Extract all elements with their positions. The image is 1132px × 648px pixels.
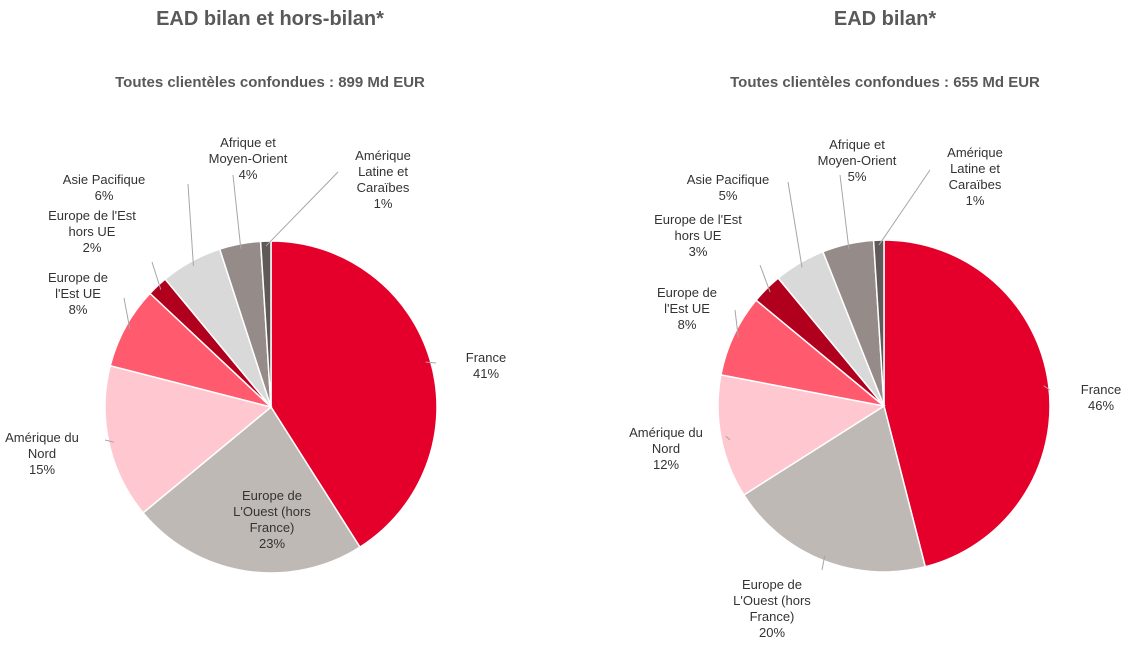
slice-category: Asie Pacifique [62, 172, 146, 187]
chart-title: EAD bilan* [834, 8, 936, 31]
slice-category: Europe de l'Est UE [657, 285, 717, 316]
leader-line [151, 261, 162, 290]
slice-label: Europe de l'Est hors UE 2% [42, 208, 142, 256]
slice-value: 5% [847, 169, 867, 184]
slice-value: 12% [652, 457, 680, 472]
leader-line [734, 309, 739, 338]
leader-line [821, 555, 826, 571]
slice-category: Amérique Latine et Caraïbes [947, 145, 1003, 192]
slice-category: Amérique du Nord [5, 430, 79, 461]
slice-category: Europe de L'Ouest (hors France) [233, 488, 311, 535]
slice-label: Afrique et Moyen-Orient 4% [198, 135, 298, 183]
slice-label: France 46% [1071, 382, 1131, 414]
leader-line [787, 181, 803, 268]
slice-value: 1% [373, 196, 393, 211]
pie-slice [142, 405, 361, 574]
slice-value: 46% [1087, 398, 1115, 413]
chart-title-text: EAD bilan et hors-bilan* [156, 8, 384, 30]
slice-value: 20% [758, 625, 786, 640]
pie-slice [104, 364, 273, 514]
pie-slice [270, 240, 438, 549]
slice-value: 15% [28, 462, 56, 477]
slice-value: 8% [68, 302, 88, 317]
pie-slice [883, 239, 1051, 568]
chart-title-text: EAD bilan* [833, 8, 937, 30]
slice-label: Europe de l'Est UE 8% [39, 270, 117, 318]
slice-category: Europe de L'Ouest (hors France) [733, 577, 811, 624]
leader-line [104, 439, 114, 443]
leader-line [759, 264, 771, 293]
slice-label: Asie Pacifique 6% [49, 172, 159, 204]
slice-value: 4% [238, 167, 258, 182]
chart-subtitle: Toutes clientèles confondues : 899 Md EU… [115, 74, 425, 91]
slice-value: 41% [472, 366, 500, 381]
slice-category: Europe de l'Est hors UE [48, 208, 136, 239]
slice-category: Europe de l'Est hors UE [654, 212, 742, 243]
slice-value: 2% [82, 240, 102, 255]
leader-line [232, 174, 242, 249]
slice-value: 8% [677, 317, 697, 332]
slice-category: Afrique et Moyen-Orient [817, 137, 897, 168]
leader-line [425, 361, 437, 364]
leader-line [839, 174, 850, 249]
leader-line [725, 435, 731, 441]
slice-category: Europe de l'Est UE [48, 270, 108, 301]
slice-label: France 41% [456, 350, 516, 382]
chart-subtitle-text: Toutes clientèles confondues : 655 Md EU… [730, 74, 1040, 91]
slice-value: 23% [258, 536, 286, 551]
slice-category: France [465, 350, 507, 365]
slice-category: Amérique Latine et Caraïbes [355, 148, 411, 195]
slice-label: Europe de l'Est UE 8% [648, 285, 726, 333]
slice-category: Asie Pacifique [686, 172, 770, 187]
slice-label: Amérique Latine et Caraïbes 1% [935, 145, 1015, 209]
chart-title: EAD bilan et hors-bilan* [156, 8, 384, 31]
pie-slice [872, 239, 885, 407]
chart-subtitle-text: Toutes clientèles confondues : 899 Md EU… [115, 74, 425, 91]
slice-label: Europe de L'Ouest (hors France) 23% [225, 488, 320, 552]
slice-category: France [1080, 382, 1122, 397]
slice-category: Afrique et Moyen-Orient [208, 135, 288, 166]
leader-line [123, 297, 131, 330]
chart-subtitle: Toutes clientèles confondues : 655 Md EU… [730, 74, 1040, 91]
slice-value: 3% [688, 244, 708, 259]
slice-label: Amérique du Nord 15% [0, 430, 87, 478]
pie-slice [742, 404, 927, 573]
leader-line [878, 169, 931, 246]
slice-category: Amérique du Nord [629, 425, 703, 456]
leader-line [1043, 385, 1051, 391]
slice-value: 6% [94, 188, 114, 203]
slice-value: 5% [718, 188, 738, 203]
slice-label: Europe de L'Ouest (hors France) 20% [725, 577, 820, 641]
slice-label: Asie Pacifique 5% [673, 172, 783, 204]
slice-label: Europe de l'Est hors UE 3% [648, 212, 748, 260]
slice-label: Afrique et Moyen-Orient 5% [807, 137, 907, 185]
slice-value: 1% [965, 193, 985, 208]
leader-line [265, 171, 339, 247]
slice-label: Amérique du Nord 12% [619, 425, 714, 473]
leader-line [187, 183, 194, 266]
slice-label: Amérique Latine et Caraïbes 1% [343, 148, 423, 212]
pie-slice [717, 374, 887, 496]
